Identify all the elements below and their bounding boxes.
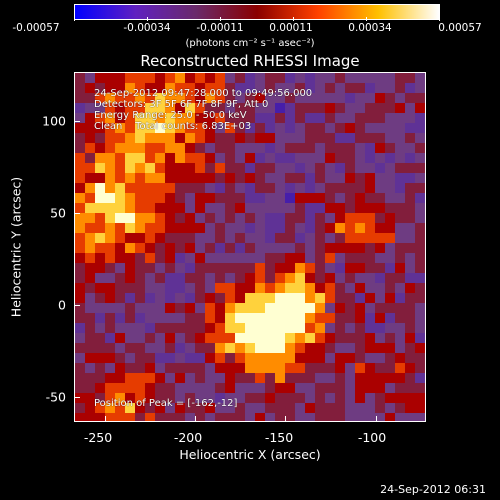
x-tick-mark bbox=[285, 416, 286, 422]
x-axis-label: Heliocentric X (arcsec) bbox=[179, 447, 321, 462]
y-tick-label: 0 bbox=[58, 297, 66, 313]
footer-timestamp: 24-Sep-2012 06:31 bbox=[380, 483, 486, 496]
x-tick-label: -100 bbox=[357, 430, 387, 445]
time-range-text: 24-Sep-2012 09:47:28.000 to 09:49:56.000 bbox=[94, 88, 313, 99]
detectors-text: Detectors: 3F 5F 6F 7F 8F 9F, Att 0 bbox=[94, 99, 269, 110]
y-tick-label: 50 bbox=[50, 205, 66, 221]
peak-position-text: Position of Peak = [-162,-12] bbox=[94, 398, 238, 409]
colorbar-tick-label: 0.00034 bbox=[348, 22, 392, 34]
y-tick-mark bbox=[74, 397, 80, 398]
colorbar-tickmark bbox=[439, 17, 440, 21]
x-tick-label: -250 bbox=[83, 430, 113, 445]
colorbar bbox=[74, 4, 440, 20]
heatmap-canvas bbox=[75, 73, 425, 421]
colorbar-tick-label: -0.00034 bbox=[123, 22, 171, 34]
y-tick-mark bbox=[74, 305, 80, 306]
colorbar-tickmark bbox=[147, 17, 148, 21]
y-axis-label: Heliocentric Y (arcsec) bbox=[8, 176, 24, 318]
colorbar-tick-label: -0.00057 bbox=[12, 22, 60, 34]
energy-range-text: Energy Range: 25.0 - 50.0 keV bbox=[94, 110, 247, 121]
colorbar-tickmark bbox=[220, 17, 221, 21]
colorbar-tickmark bbox=[74, 17, 75, 21]
colorbar-tick-label: 0.00057 bbox=[438, 22, 482, 34]
x-tick-mark bbox=[105, 416, 106, 422]
heatmap-cells bbox=[75, 73, 425, 421]
image-title: Reconstructed RHESSI Image bbox=[140, 52, 360, 70]
x-tick-label: -150 bbox=[264, 430, 294, 445]
colorbar-tickmark bbox=[366, 17, 367, 21]
x-tick-label: -200 bbox=[173, 430, 203, 445]
clean-counts-text: Clean Total counts: 6.83E+03 bbox=[94, 121, 252, 132]
colorbar-units: (photons cm⁻² s⁻¹ asec⁻²) bbox=[185, 38, 315, 49]
colorbar-tickmark bbox=[293, 17, 294, 21]
y-tick-label: -50 bbox=[45, 389, 66, 405]
rhessi-image bbox=[74, 72, 426, 422]
x-tick-mark bbox=[195, 416, 196, 422]
y-tick-label: 100 bbox=[42, 113, 66, 129]
colorbar-tick-label: 0.00011 bbox=[269, 22, 313, 34]
y-tick-mark bbox=[74, 121, 80, 122]
x-tick-mark bbox=[376, 416, 377, 422]
colorbar-tick-label: -0.00011 bbox=[196, 22, 244, 34]
y-tick-mark bbox=[74, 213, 80, 214]
